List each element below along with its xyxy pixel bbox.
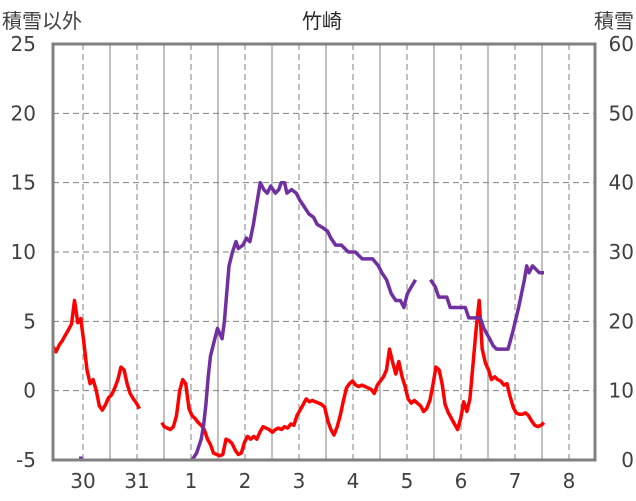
x-tick-label: 1 xyxy=(185,469,198,493)
right-tick-label: 10 xyxy=(609,379,634,403)
left-tick-label: 0 xyxy=(23,379,36,403)
left-axis-label: 積雪以外 xyxy=(2,9,82,33)
left-tick-label: 25 xyxy=(11,32,36,56)
chart-title: 竹崎 xyxy=(302,9,342,33)
non-snow-line xyxy=(51,298,141,412)
series-group xyxy=(51,180,546,461)
x-tick-label: 2 xyxy=(239,469,252,493)
x-tick-label: 4 xyxy=(347,469,360,493)
left-tick-label: 20 xyxy=(11,101,36,125)
x-tick-label: 7 xyxy=(509,469,522,493)
right-tick-label: 20 xyxy=(609,309,634,333)
right-tick-label: 60 xyxy=(609,32,634,56)
grid xyxy=(53,44,595,460)
right-tick-label: 0 xyxy=(621,448,634,472)
right-tick-label: 30 xyxy=(609,240,634,264)
x-tick-label: 3 xyxy=(293,469,306,493)
snow-depth-line xyxy=(190,180,418,461)
right-tick-label: 50 xyxy=(609,101,634,125)
left-tick-label: 10 xyxy=(11,240,36,264)
x-tick-label: 5 xyxy=(401,469,414,493)
x-tick-label: 30 xyxy=(70,469,95,493)
snow-depth-line xyxy=(429,264,544,351)
plot-frame xyxy=(51,42,597,462)
x-tick-label: 6 xyxy=(455,469,468,493)
right-axis-label: 積雪 xyxy=(594,9,634,33)
right-tick-label: 40 xyxy=(609,171,634,195)
left-tick-label: 5 xyxy=(23,309,36,333)
x-tick-label: 8 xyxy=(563,469,576,493)
left-tick-label: -5 xyxy=(16,448,36,472)
left-tick-label: 15 xyxy=(11,171,36,195)
x-tick-label: 31 xyxy=(124,469,149,493)
